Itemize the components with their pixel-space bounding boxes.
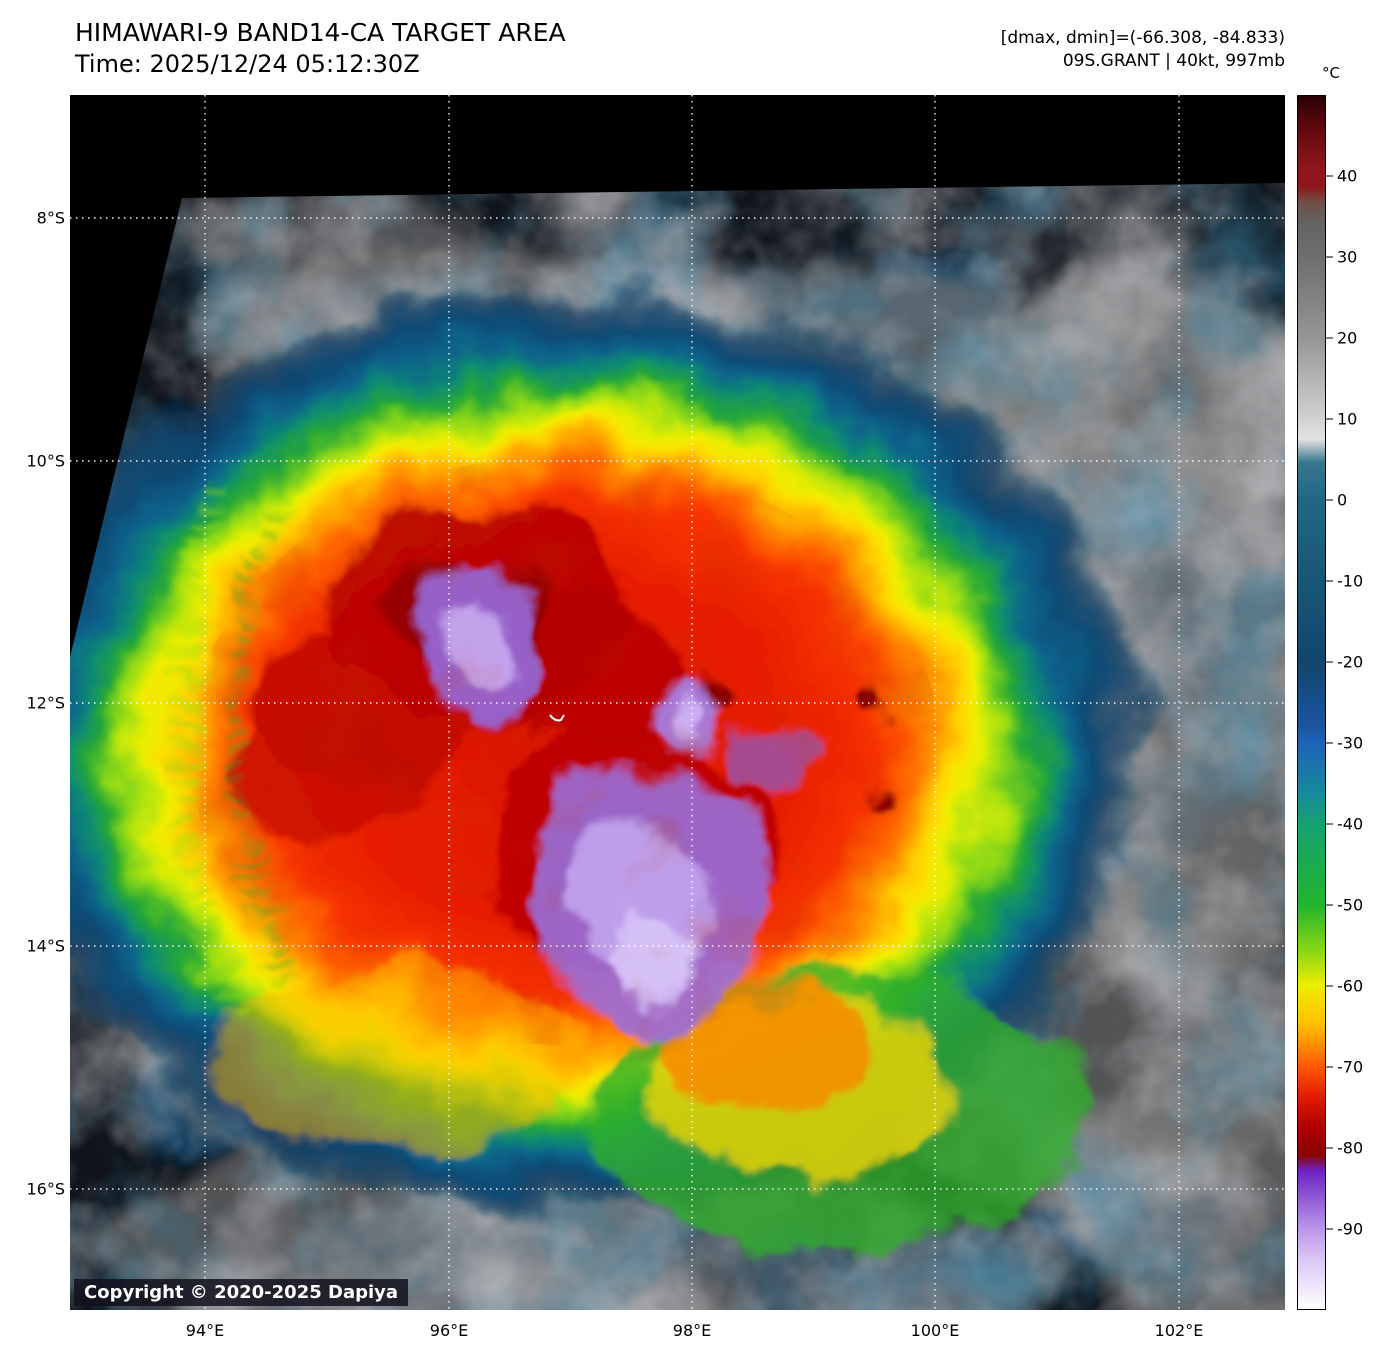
timestamp: Time: 2025/12/24 05:12:30Z <box>75 50 420 78</box>
lat-tick-12s: 12°S <box>26 693 65 713</box>
lat-tick-8s: 8°S <box>36 208 65 228</box>
lon-tick-102e: 102°E <box>1154 1321 1204 1340</box>
lon-tick-94e: 94°E <box>185 1321 225 1340</box>
colorbar-tick-n30: -30 <box>1325 733 1364 753</box>
colorbar-tick-n40: -40 <box>1325 814 1364 834</box>
satellite-canvas <box>70 95 1285 1310</box>
colorbar-unit: °C <box>1322 64 1340 82</box>
storm-info: 09S.GRANT | 40kt, 997mb <box>1062 51 1285 71</box>
lat-tick-10s: 10°S <box>26 451 65 471</box>
lon-tick-98e: 98°E <box>672 1321 712 1340</box>
island-outline <box>549 714 565 722</box>
colorbar-tick-20: 20 <box>1325 328 1358 348</box>
dmax-dmin-readout: [dmax, dmin]=(-66.308, -84.833) <box>1000 28 1285 48</box>
satellite-image: Copyright © 2020-2025 Dapiya <box>70 95 1285 1310</box>
colorbar-tick-10: 10 <box>1325 409 1358 429</box>
graticule <box>70 95 1285 1310</box>
colorbar-tick-n60: -60 <box>1325 976 1364 996</box>
colorbar-tick-n70: -70 <box>1325 1057 1364 1077</box>
copyright: Copyright © 2020-2025 Dapiya <box>74 1279 409 1306</box>
lat-tick-16s: 16°S <box>26 1179 65 1199</box>
colorbar-tick-n50: -50 <box>1325 895 1364 915</box>
colorbar-tick-40: 40 <box>1325 166 1358 186</box>
scan-area <box>70 183 1285 1310</box>
colorbar-tick-n20: -20 <box>1325 652 1364 672</box>
colorbar-tick-n90: -90 <box>1325 1219 1364 1239</box>
lon-tick-100e: 100°E <box>910 1321 960 1340</box>
lon-tick-96e: 96°E <box>429 1321 469 1340</box>
colorbar-tick-0: 0 <box>1325 490 1348 510</box>
lat-tick-14s: 14°S <box>26 936 65 956</box>
outer-rainbands <box>166 470 295 1030</box>
colorbar-tick-30: 30 <box>1325 247 1358 267</box>
colorbar: °C 40 30 20 10 0 -10 -20 -30 -40 -50 -60… <box>1297 64 1388 1310</box>
colorbar-gradient <box>1297 95 1326 1310</box>
page-title: HIMAWARI-9 BAND14-CA TARGET AREA <box>75 18 566 47</box>
colorbar-tick-n10: -10 <box>1325 571 1364 591</box>
colorbar-tick-n80: -80 <box>1325 1138 1364 1158</box>
